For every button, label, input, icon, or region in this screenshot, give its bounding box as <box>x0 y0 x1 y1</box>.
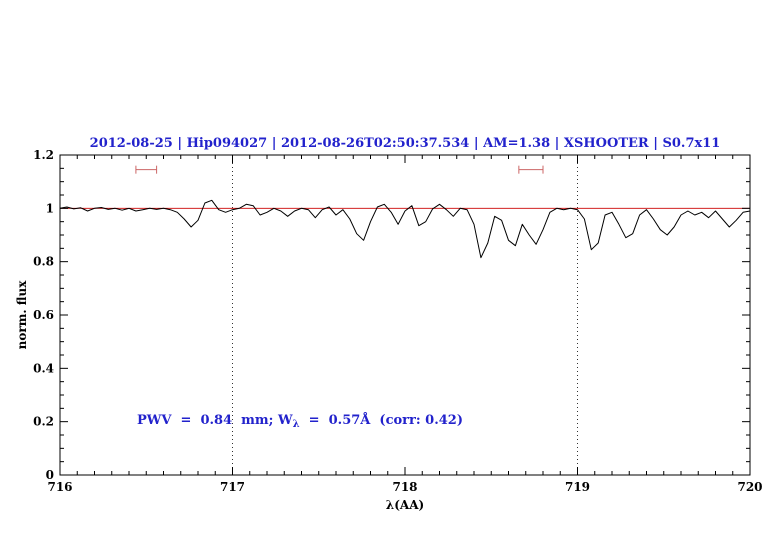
svg-text:720: 720 <box>737 480 762 494</box>
x-axis-label: λ(AA) <box>386 498 424 512</box>
page-title: 2012-08-25 | Hip094027 | 2012-08-26T02:5… <box>89 136 721 151</box>
svg-text:716: 716 <box>47 480 72 494</box>
spectrum-line <box>59 199 751 259</box>
svg-text:0.2: 0.2 <box>33 415 54 429</box>
pwv-annotation-subscript: λ <box>292 419 300 430</box>
svg-text:0.8: 0.8 <box>33 255 54 269</box>
pwv-annotation-suffix: = 0.57Å (corr: 0.42) <box>299 413 463 428</box>
pwv-annotation-prefix: PWV = 0.84 mm; W <box>137 413 293 428</box>
svg-text:717: 717 <box>220 480 245 494</box>
y-axis-label: norm. flux <box>15 280 29 350</box>
svg-text:1: 1 <box>46 201 54 215</box>
svg-text:718: 718 <box>392 480 417 494</box>
svg-text:0.6: 0.6 <box>33 308 54 322</box>
telluric-band-markers <box>135 165 544 174</box>
axis-ticks-and-labels: 716 717 718 719 720 0 0.2 0.4 0.6 0.8 1 1.2 <box>33 148 762 494</box>
svg-text:0: 0 <box>46 468 54 482</box>
vertical-dotted-lines <box>232 155 578 475</box>
svg-text:719: 719 <box>565 480 590 494</box>
pwv-annotation: PWV = 0.84 mm; Wλ = 0.57Å (corr: 0.42) <box>137 413 463 430</box>
svg-text:0.4: 0.4 <box>33 361 54 375</box>
svg-text:1.2: 1.2 <box>33 148 54 162</box>
